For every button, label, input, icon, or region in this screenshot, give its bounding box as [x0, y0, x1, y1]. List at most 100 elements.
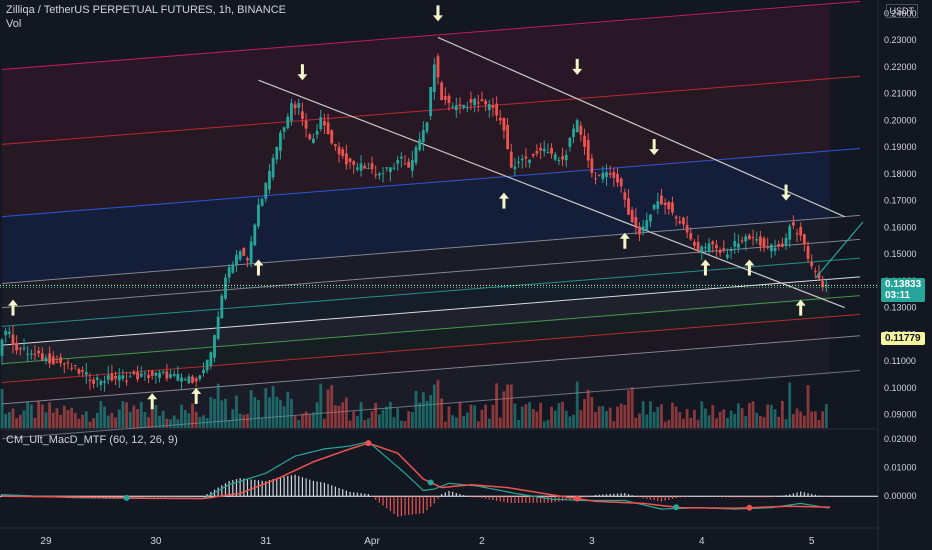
volume-bar [777, 416, 781, 428]
candle-body [799, 227, 803, 236]
candle-body [682, 217, 685, 225]
time-axis-label: Apr [364, 536, 380, 547]
volume-bar [575, 381, 579, 428]
candle-body [671, 202, 674, 213]
candle-body [704, 247, 707, 249]
candle-body [191, 376, 194, 383]
down-arrow-icon [297, 74, 308, 81]
volume-bar [410, 412, 414, 428]
volume-bar [421, 392, 425, 428]
volume-bar [330, 385, 334, 428]
candle-body [447, 95, 451, 104]
price-tick-label: 0.23000 [884, 35, 917, 45]
volume-bar [238, 413, 242, 428]
volume-bar [169, 419, 172, 428]
volume-bar [685, 408, 689, 428]
volume-bar [84, 411, 88, 428]
volume-bar [18, 414, 22, 428]
pitchfork-line [1, 238, 861, 309]
currency-badge[interactable]: USDT [885, 4, 918, 18]
candle-body [0, 339, 4, 356]
time-axis-label: 4 [699, 536, 705, 547]
candle-body [37, 350, 41, 354]
pitchfork-line [1, 276, 861, 346]
volume-bar [465, 412, 469, 428]
candle-body [410, 160, 414, 171]
volume-bar [194, 411, 198, 428]
candle-body [656, 201, 660, 209]
candle-body [312, 138, 315, 144]
candle-body [780, 243, 784, 247]
candle-body [506, 124, 509, 150]
candle-body [282, 127, 286, 132]
candle-body [641, 226, 645, 232]
candle-body [729, 249, 733, 252]
candle-body [326, 122, 330, 135]
candle-body [169, 374, 172, 378]
candle-body [700, 246, 704, 253]
volume-bar [352, 411, 356, 428]
candle-body [77, 369, 81, 374]
candle-body [264, 182, 268, 199]
macd-tick-label: 0.02000 [884, 434, 917, 444]
candle-body [616, 173, 619, 183]
candle-body [487, 104, 491, 110]
candle-body [194, 378, 198, 382]
candle-body [678, 221, 682, 224]
volume-bar [15, 418, 19, 428]
candle-body [436, 56, 440, 78]
macd-cross-dot [746, 504, 753, 511]
price-tick-label: 0.20000 [884, 115, 917, 125]
candle-body [396, 160, 400, 164]
volume-bar [297, 419, 301, 428]
candle-body [187, 376, 191, 384]
candle-body [279, 132, 282, 151]
volume-bar [531, 409, 535, 428]
volume-bar [121, 401, 125, 428]
volume-bar [117, 409, 121, 428]
candle-body [213, 335, 216, 358]
volume-bar [674, 406, 678, 428]
candle-body [198, 375, 202, 380]
volume-bar [418, 402, 422, 428]
volume-bar [249, 390, 253, 428]
candle-body [18, 348, 22, 350]
candle-body [59, 357, 63, 364]
candle-body [813, 271, 817, 273]
volume-bar [590, 396, 594, 428]
volume-bar [399, 420, 403, 428]
candle-body [513, 166, 517, 170]
volume-bar [715, 418, 718, 428]
candle-body [377, 173, 381, 176]
candle-body [341, 149, 345, 156]
volume-bar [136, 409, 139, 428]
volume-bar [751, 401, 755, 428]
price-tick-label: 0.09000 [884, 410, 917, 420]
candle-body [414, 147, 418, 163]
candle-body [674, 216, 678, 219]
candle-body [242, 247, 246, 256]
candle-body [403, 163, 407, 165]
candle-body [528, 159, 531, 163]
volume-bar [652, 411, 656, 428]
candle-body [257, 204, 260, 227]
candle-body [246, 258, 249, 261]
candle-body [726, 254, 729, 258]
candle-body [44, 357, 48, 362]
volume-bar [213, 398, 216, 428]
volume-bar [348, 420, 352, 428]
volume-bar [813, 411, 817, 428]
candle-body [315, 130, 319, 135]
price-tick-label: 0.18000 [884, 169, 917, 179]
candle-body [542, 148, 546, 152]
candle-body [161, 371, 165, 373]
volume-bar [377, 414, 381, 428]
candle-body [454, 105, 458, 111]
volume-bar [583, 399, 586, 428]
candle-body [355, 167, 359, 170]
candle-body [286, 116, 290, 129]
current-price: 0.13833 [885, 279, 922, 290]
volume-bar [286, 391, 290, 428]
up-arrow-icon [7, 299, 18, 306]
